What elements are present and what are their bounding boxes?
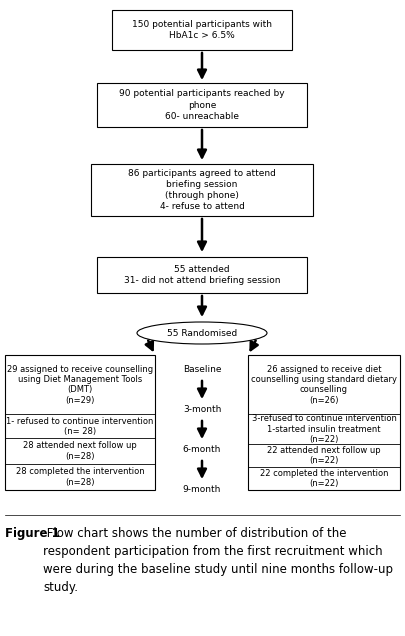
Text: 29 assigned to receive counselling
using Diet Management Tools
(DMT)
(n=29): 29 assigned to receive counselling using…	[7, 364, 153, 404]
Text: 55 attended
31- did not attend briefing session: 55 attended 31- did not attend briefing …	[124, 265, 280, 285]
Bar	[5, 355, 155, 490]
Text: 150 potential participants with
HbA1c > 6.5%: 150 potential participants with HbA1c > …	[132, 20, 272, 40]
Text: Flow chart shows the number of distribution of the
respondent participation from: Flow chart shows the number of distribut…	[43, 527, 393, 594]
Text: 3-refused to continue intervention
1-started insulin treatment
(n=22): 3-refused to continue intervention 1-sta…	[252, 414, 396, 444]
Text: 86 participants agreed to attend
briefing session
(through phone)
4- refuse to a: 86 participants agreed to attend briefin…	[128, 169, 276, 211]
Bar	[248, 355, 400, 490]
Bar	[97, 83, 307, 127]
Text: 3-month: 3-month	[183, 406, 221, 415]
Text: 55 Randomised: 55 Randomised	[167, 329, 237, 338]
Text: 22 completed the intervention
(n=22): 22 completed the intervention (n=22)	[260, 469, 388, 488]
Text: 9-month: 9-month	[183, 485, 221, 495]
Text: 6-month: 6-month	[183, 445, 221, 455]
Text: Figure 1: Figure 1	[5, 527, 60, 540]
Text: 28 completed the intervention
(n=28): 28 completed the intervention (n=28)	[16, 467, 144, 487]
Ellipse shape	[137, 322, 267, 344]
Text: 90 potential participants reached by
phone
60- unreachable: 90 potential participants reached by pho…	[119, 90, 285, 121]
Text: 28 attended next follow up
(n=28): 28 attended next follow up (n=28)	[23, 441, 137, 460]
Text: 22 attended next follow up
(n=22): 22 attended next follow up (n=22)	[267, 446, 381, 466]
Bar	[112, 10, 292, 50]
Text: 1- refused to continue intervention
(n= 28): 1- refused to continue intervention (n= …	[6, 417, 153, 436]
Bar	[97, 257, 307, 293]
Text: 26 assigned to receive diet
counselling using standard dietary
counselling
(n=26: 26 assigned to receive diet counselling …	[251, 364, 397, 404]
Bar	[91, 164, 313, 216]
Text: Baseline: Baseline	[183, 366, 221, 375]
